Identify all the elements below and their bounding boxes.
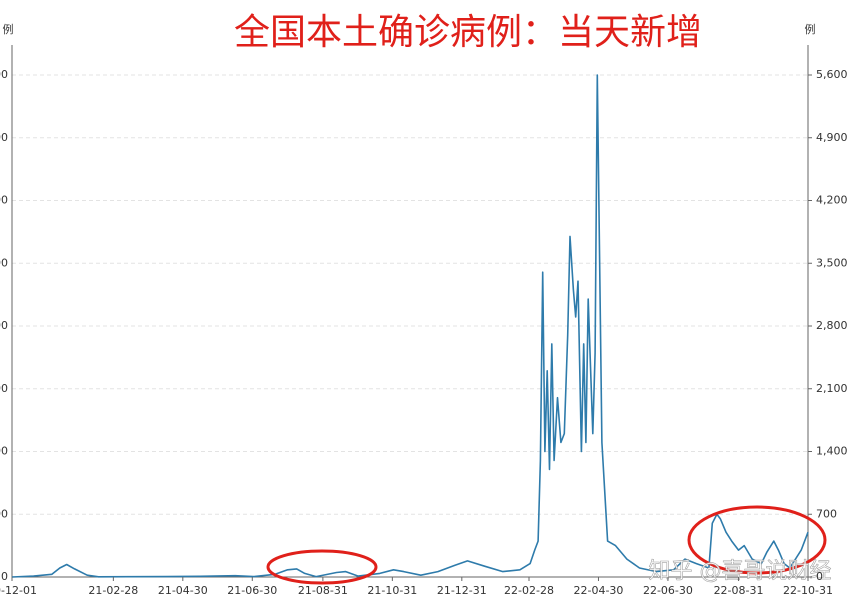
x-tick-label: 21-08-31 — [298, 584, 348, 597]
y-tick-label: 700 — [0, 507, 8, 520]
y2-tick-label: 4,900 — [816, 131, 848, 144]
y-tick-label: 2,800 — [0, 319, 8, 332]
data-line — [11, 74, 809, 578]
y2-tick-label: 2,100 — [816, 382, 848, 395]
y2-tick-label: 3,500 — [816, 256, 848, 269]
y2-tick-label: 4,200 — [816, 194, 848, 207]
y2-tick-label: 2,800 — [816, 319, 848, 332]
x-tick-label: 21-12-31 — [437, 584, 487, 597]
x-tick-label: 22-02-28 — [504, 584, 554, 597]
y2-unit: 例 — [805, 22, 816, 36]
x-tick-label: 21-04-30 — [158, 584, 208, 597]
watermark: 知乎 @喜哥说财经 — [649, 559, 832, 584]
x-tick-label: 22-10-31 — [783, 584, 833, 597]
y-tick-label: 1,400 — [0, 445, 8, 458]
chart-title: 全国本土确诊病例：当天新增 — [234, 12, 702, 53]
highlight-ellipse — [687, 505, 827, 575]
y2-tick-label: 0 — [816, 570, 823, 583]
y-tick-label: 3,500 — [0, 256, 8, 269]
y-tick-label: 5,600 — [0, 68, 8, 81]
y-unit: 例 — [3, 22, 14, 36]
x-tick-label: 20-12-01 — [0, 584, 37, 597]
x-tick-label: 22-04-30 — [573, 584, 623, 597]
x-tick-label: 21-10-31 — [367, 584, 417, 597]
plot — [11, 74, 809, 578]
x-tick-label: 21-02-28 — [88, 584, 138, 597]
grid — [12, 74, 808, 515]
y-tick-label: 2,100 — [0, 382, 8, 395]
x-tick-label: 22-06-30 — [643, 584, 693, 597]
y2-tick-label: 700 — [816, 507, 837, 520]
x-tick-label: 21-06-30 — [227, 584, 277, 597]
y-tick-label: 4,200 — [0, 194, 8, 207]
y2-tick-label: 1,400 — [816, 445, 848, 458]
y-tick-label: 0 — [1, 570, 8, 583]
highlight-ellipse — [266, 549, 378, 585]
y-tick-label: 4,900 — [0, 131, 8, 144]
y2-tick-label: 5,600 — [816, 68, 848, 81]
x-tick-label: 22-08-31 — [714, 584, 764, 597]
